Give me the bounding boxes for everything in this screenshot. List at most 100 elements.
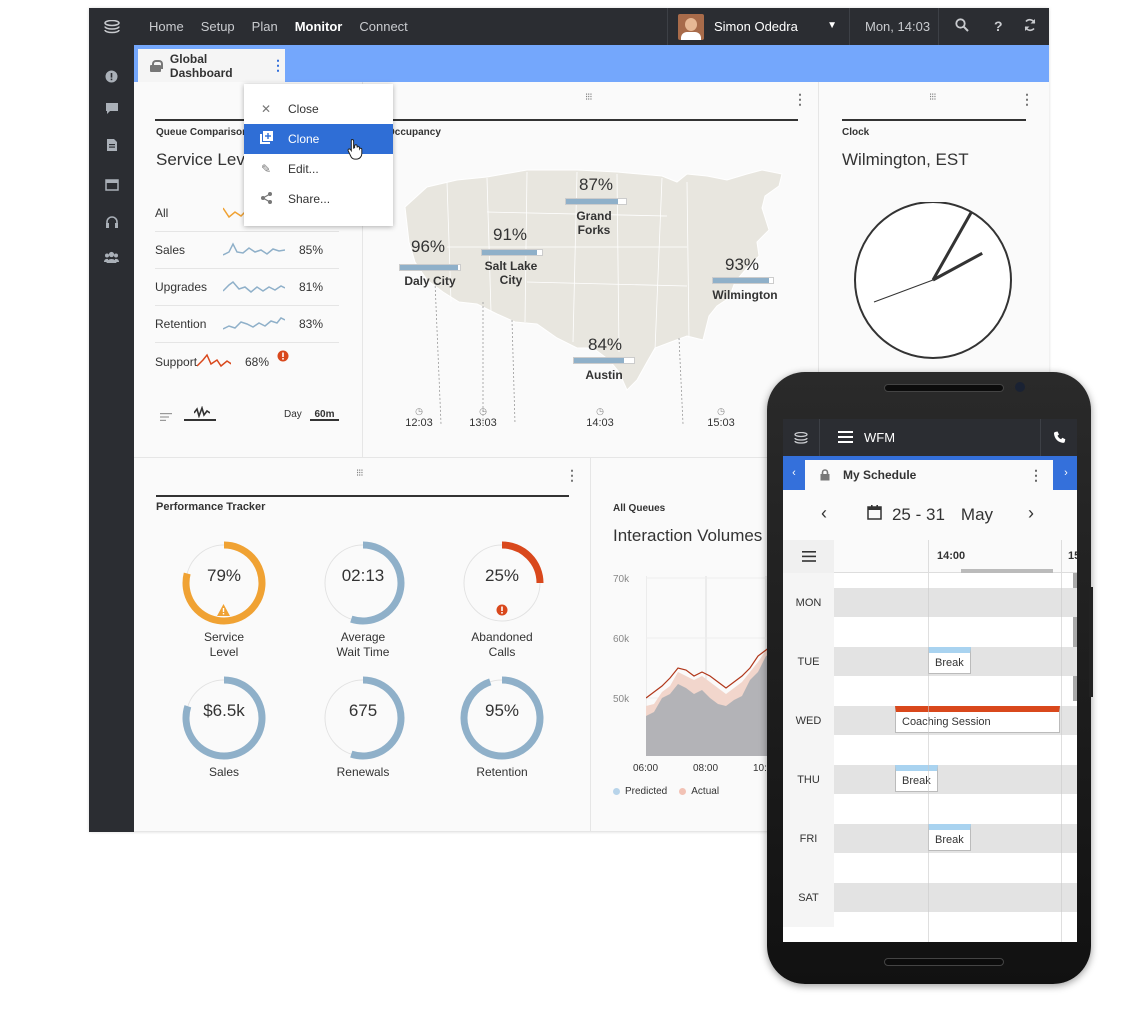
tab-title: My Schedule (843, 468, 917, 482)
error-icon (277, 350, 339, 373)
drag-handle-icon[interactable]: ⁝⁝⁝ (585, 92, 592, 103)
hand-cursor-icon (347, 138, 363, 163)
nav-monitor[interactable]: Monitor (294, 19, 343, 34)
gauge-renewals[interactable]: 675 Renewals (318, 673, 408, 803)
tab-my-schedule[interactable]: My Schedule ⋮ (805, 460, 1053, 490)
event-break[interactable]: Break (928, 647, 971, 674)
time-text: 15:03 (707, 417, 735, 429)
us-map (404, 169, 783, 425)
queue-row-sales[interactable]: Sales 85% (155, 232, 339, 269)
tab-more-icon[interactable]: ⋮ (1029, 467, 1043, 483)
search-icon[interactable] (955, 18, 969, 35)
panel-menu-icon[interactable]: ⋮ (565, 467, 579, 483)
gauge-ring (182, 676, 266, 760)
timeline-scroll-indicator[interactable] (961, 569, 1053, 573)
queue-row-retention[interactable]: Retention 83% (155, 306, 339, 343)
nav-connect[interactable]: Connect (359, 19, 408, 34)
nav-home[interactable]: Home (149, 19, 184, 34)
sparkline-sales (223, 242, 285, 256)
gauge-retention[interactable]: 95% Retention (457, 673, 547, 803)
calendar-icon[interactable] (104, 178, 119, 193)
gauge-arc (350, 541, 405, 625)
day-row-sat: SAT (783, 868, 1077, 927)
queue-row-all[interactable]: All (155, 195, 339, 232)
clock-icon: ◷ (596, 406, 604, 416)
event-break[interactable]: Break (895, 765, 938, 792)
gauge-label-line1: Average (340, 630, 386, 644)
alert-icon[interactable] (104, 70, 119, 85)
clock-city: Wilmington, EST (842, 150, 969, 169)
queue-row-support[interactable]: Support 68% (155, 343, 339, 380)
gauge-ring (324, 541, 405, 625)
time-gridline (1061, 573, 1062, 942)
help-icon[interactable]: ? (994, 18, 1003, 34)
menu-item-share[interactable]: Share... (244, 184, 393, 214)
menu-item-close[interactable]: ✕ Close (244, 94, 393, 124)
day-label: MON (783, 573, 834, 632)
performance-tracker-panel: ⁝⁝⁝ ⋮ Performance Tracker 79% Service Lev… (134, 458, 591, 832)
range-day[interactable]: Day (284, 409, 302, 420)
gauge-abandoned-calls[interactable]: 25% Abandoned Calls (457, 538, 547, 668)
date-range-bar: ‹ 25 - 31 May › (783, 490, 1077, 540)
headset-icon[interactable] (104, 215, 119, 230)
day-lane[interactable] (834, 883, 1077, 912)
gauge-average-wait-time[interactable]: 02:13 Average Wait Time (318, 538, 408, 668)
gauge-sales[interactable]: $6.5k Sales (179, 673, 269, 803)
day-lane[interactable] (834, 588, 1077, 617)
schedule-scrollbar[interactable] (1073, 573, 1077, 701)
drag-handle-icon[interactable]: ⁝⁝⁝ (929, 92, 936, 103)
event-coaching-session[interactable]: Coaching Session (895, 706, 1060, 733)
phone-call-icon[interactable] (1040, 419, 1077, 456)
phone-screen: WFM ‹ My Schedule ⋮ › ‹ 25 - 31 May › (783, 419, 1077, 942)
chat-icon[interactable] (104, 102, 119, 117)
calendar-icon (867, 505, 882, 525)
drag-handle-icon[interactable]: ⁝⁝⁝ (356, 468, 363, 479)
sparkline-view-icon[interactable] (184, 405, 216, 421)
panel-menu-icon[interactable]: ⋮ (1020, 91, 1034, 107)
tab-more-icon[interactable]: ⋮ (271, 57, 285, 73)
chevron-left-icon[interactable]: ‹ (821, 503, 827, 523)
queue-row-label: Upgrades (155, 280, 208, 294)
tab-global-dashboard[interactable]: Global Dashboard ⋮ (138, 49, 285, 82)
menu-item-edit[interactable]: ✎ Edit... (244, 154, 393, 184)
gauge-service-level[interactable]: 79% Service Level (179, 538, 269, 668)
schedule-menu-icon[interactable] (783, 540, 834, 573)
refresh-icon[interactable] (1023, 18, 1037, 35)
panel-rule (387, 119, 798, 121)
tab-title: Global Dashboard (169, 51, 233, 80)
user-menu[interactable]: Simon Odedra ▼ (667, 8, 850, 45)
tab-next-icon[interactable]: › (1064, 467, 1068, 479)
queue-row-value: 81% (299, 280, 324, 294)
tab-prev-icon[interactable]: ‹ (792, 467, 796, 479)
time-text: 13:03 (469, 417, 497, 429)
nav-plan[interactable]: Plan (251, 19, 278, 34)
gauge-arc (460, 676, 544, 760)
range-60m[interactable]: 60m (310, 405, 339, 421)
queue-row-upgrades[interactable]: Upgrades 81% (155, 269, 339, 306)
chevron-right-icon[interactable]: › (1028, 503, 1034, 523)
gauge-label-line1: Retention (476, 765, 528, 779)
day-row-wed: WED Coaching Session (783, 691, 1077, 750)
nav-setup[interactable]: Setup (200, 19, 235, 34)
city-name-austin: Austin (585, 368, 623, 382)
list-view-icon[interactable] (160, 409, 174, 427)
phone-speaker (884, 384, 1004, 392)
app-logo-icon[interactable] (783, 419, 820, 456)
menu-item-clone[interactable]: Clone (244, 124, 393, 160)
time-label-1: ◷ 12:03 (399, 406, 439, 429)
desktop-window: Home Setup Plan Monitor Connect Simon Od… (89, 8, 1049, 832)
panel-menu-icon[interactable]: ⋮ (793, 91, 807, 107)
clock-icon: ◷ (415, 406, 423, 416)
team-icon[interactable] (103, 251, 120, 266)
app-logo-icon[interactable] (89, 8, 134, 45)
event-break[interactable]: Break (928, 824, 971, 851)
app-title: WFM (864, 430, 896, 445)
x-tick-1000: 10: (753, 763, 767, 774)
top-navigation-bar: Home Setup Plan Monitor Connect Simon Od… (89, 8, 1049, 45)
hamburger-menu-icon[interactable] (838, 431, 853, 446)
document-icon[interactable] (104, 138, 119, 153)
all-queues-heading: All Queues (613, 503, 666, 514)
share-icon (244, 191, 288, 207)
day-lane[interactable] (834, 765, 1077, 794)
